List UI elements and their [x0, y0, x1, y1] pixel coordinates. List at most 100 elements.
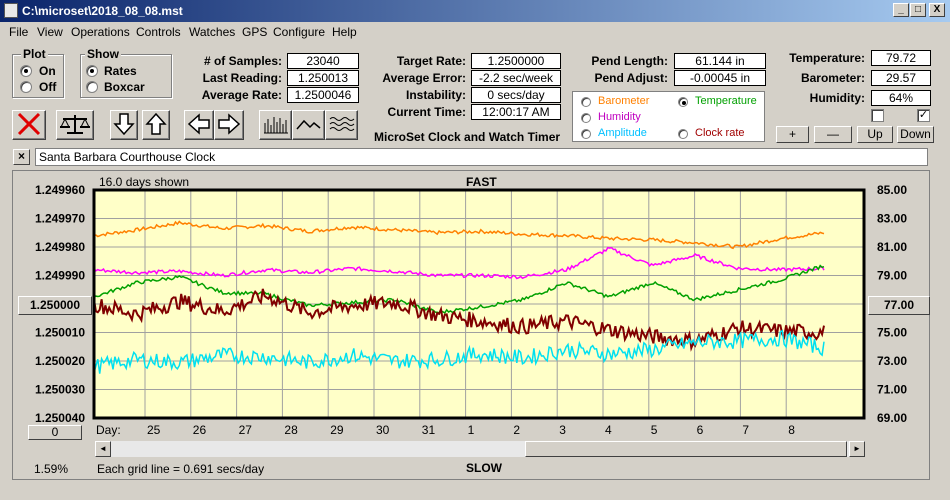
- average-rate-label: Average Rate:: [201, 88, 282, 102]
- menu-operations[interactable]: Operations: [71, 25, 130, 39]
- x-tick-label: 8: [788, 423, 795, 437]
- menu-help[interactable]: Help: [332, 25, 357, 39]
- y-right-tick: 85.00: [877, 183, 907, 197]
- x-tick-label: 2: [513, 423, 520, 437]
- humidity-radio[interactable]: [581, 113, 591, 123]
- bar-view-button[interactable]: [259, 110, 292, 140]
- multi-wave-icon: [329, 117, 355, 131]
- series-line: [93, 288, 825, 352]
- pend-adjust-label: Pend Adjust:: [594, 71, 668, 85]
- pend-length-field[interactable]: 61.144 in: [674, 53, 766, 69]
- scroll-thumb[interactable]: [525, 441, 847, 457]
- y-right-tick: 69.00: [877, 411, 907, 425]
- plot-off-radio[interactable]: [20, 81, 32, 93]
- y-right-tick: 83.00: [877, 212, 907, 226]
- barometer-radio[interactable]: [581, 97, 591, 107]
- y-right-tick: 73.00: [877, 354, 907, 368]
- env-checkbox-2[interactable]: ✓: [917, 109, 930, 122]
- minimize-button[interactable]: _: [893, 3, 909, 17]
- samples-label: # of Samples:: [203, 54, 282, 68]
- menu-bar: File View Operations Controls Watches GP…: [0, 22, 950, 42]
- days-shown-label: 16.0 days shown: [99, 175, 190, 189]
- menu-controls[interactable]: Controls: [136, 25, 181, 39]
- arrow-up-icon: [145, 112, 167, 135]
- up-arrow-button[interactable]: [142, 110, 170, 140]
- down-arrow-button[interactable]: [110, 110, 138, 140]
- show-group-title: Show: [85, 47, 121, 61]
- menu-gps[interactable]: GPS: [242, 25, 268, 39]
- red-x-icon: [17, 112, 41, 136]
- x-tick-label: 26: [193, 423, 207, 437]
- day-label: Day:: [96, 423, 121, 437]
- scroll-right-button[interactable]: ►: [849, 441, 865, 457]
- up-button[interactable]: Up: [857, 126, 893, 143]
- second-plot-selector: [572, 91, 765, 142]
- menu-file[interactable]: File: [9, 25, 29, 39]
- clock-rate-option: Clock rate: [695, 127, 745, 139]
- pend-adjust-field: -0.00045 in: [674, 70, 766, 86]
- barometer-label: Barometer:: [800, 71, 865, 85]
- menu-view[interactable]: View: [37, 25, 63, 39]
- y-left-tick: 1.249990: [35, 269, 85, 283]
- stop-button[interactable]: [12, 110, 46, 140]
- env-checkbox-1[interactable]: [871, 109, 884, 122]
- clock-name-field[interactable]: Santa Barbara Courthouse Clock: [35, 148, 928, 166]
- pend-length-label: Pend Length:: [591, 54, 668, 68]
- horizontal-scrollbar[interactable]: ◄ ►: [95, 441, 865, 457]
- y-left-tick: 1.249980: [35, 240, 85, 254]
- title-bar: C:\microset\2018_08_08.mst _ □ X: [0, 0, 950, 22]
- center-rate-button[interactable]: 1.250000: [18, 296, 92, 315]
- minus-button[interactable]: —: [814, 126, 852, 143]
- right-arrow-button[interactable]: [214, 110, 244, 140]
- plot-border: [92, 188, 866, 420]
- zero-button[interactable]: 0: [28, 425, 82, 440]
- scroll-left-button[interactable]: ◄: [95, 441, 111, 457]
- menu-configure[interactable]: Configure: [273, 25, 326, 39]
- humidity-option: Humidity: [598, 111, 641, 123]
- series-line: [93, 264, 825, 314]
- balance-button[interactable]: [56, 110, 94, 140]
- x-tick-label: 27: [239, 423, 253, 437]
- plot-on-radio[interactable]: [20, 65, 32, 77]
- multi-line-view-button[interactable]: [325, 110, 358, 140]
- center-temp-button[interactable]: 77.00: [868, 296, 930, 315]
- x-tick-label: 25: [147, 423, 161, 437]
- line-view-button[interactable]: [292, 110, 325, 140]
- app-icon: [4, 3, 18, 18]
- y-left-tick: 1.250040: [35, 411, 85, 425]
- x-tick-label: 3: [559, 423, 566, 437]
- left-arrow-button[interactable]: [184, 110, 214, 140]
- app-name-label: MicroSet Clock and Watch Timer: [374, 130, 561, 144]
- target-rate-field[interactable]: 1.2500000: [471, 53, 561, 69]
- last-reading-field: 1.250013: [287, 70, 359, 86]
- temperature-radio[interactable]: [678, 97, 688, 107]
- target-rate-label: Target Rate:: [396, 54, 466, 68]
- average-rate-field: 1.2500046: [287, 87, 359, 103]
- average-error-label: Average Error:: [382, 71, 466, 85]
- down-button[interactable]: Down: [897, 126, 934, 143]
- y-right-tick: 71.00: [877, 383, 907, 397]
- show-rates-radio[interactable]: [86, 65, 98, 77]
- close-button[interactable]: X: [929, 3, 945, 17]
- x-tick-label: 29: [330, 423, 344, 437]
- plus-button[interactable]: +: [776, 126, 809, 143]
- fast-label: FAST: [466, 175, 497, 189]
- barometer-field: 29.57: [871, 70, 931, 86]
- y-left-tick: 1.250020: [35, 354, 85, 368]
- amplitude-radio[interactable]: [581, 129, 591, 139]
- y-left-tick: 1.249970: [35, 212, 85, 226]
- plot-on-label: On: [39, 64, 56, 78]
- balance-scale-icon: [60, 115, 90, 134]
- x-tick-label: 1: [468, 423, 475, 437]
- clear-clock-button[interactable]: ×: [13, 149, 30, 165]
- clock-rate-radio[interactable]: [678, 129, 688, 139]
- y-right-tick: 79.00: [877, 269, 907, 283]
- x-tick-label: 4: [605, 423, 612, 437]
- x-tick-label: 6: [697, 423, 704, 437]
- show-boxcar-radio[interactable]: [86, 81, 98, 93]
- y-right-tick: 81.00: [877, 240, 907, 254]
- menu-watches[interactable]: Watches: [189, 25, 236, 39]
- instability-label: Instability:: [405, 88, 466, 102]
- maximize-button[interactable]: □: [910, 3, 926, 17]
